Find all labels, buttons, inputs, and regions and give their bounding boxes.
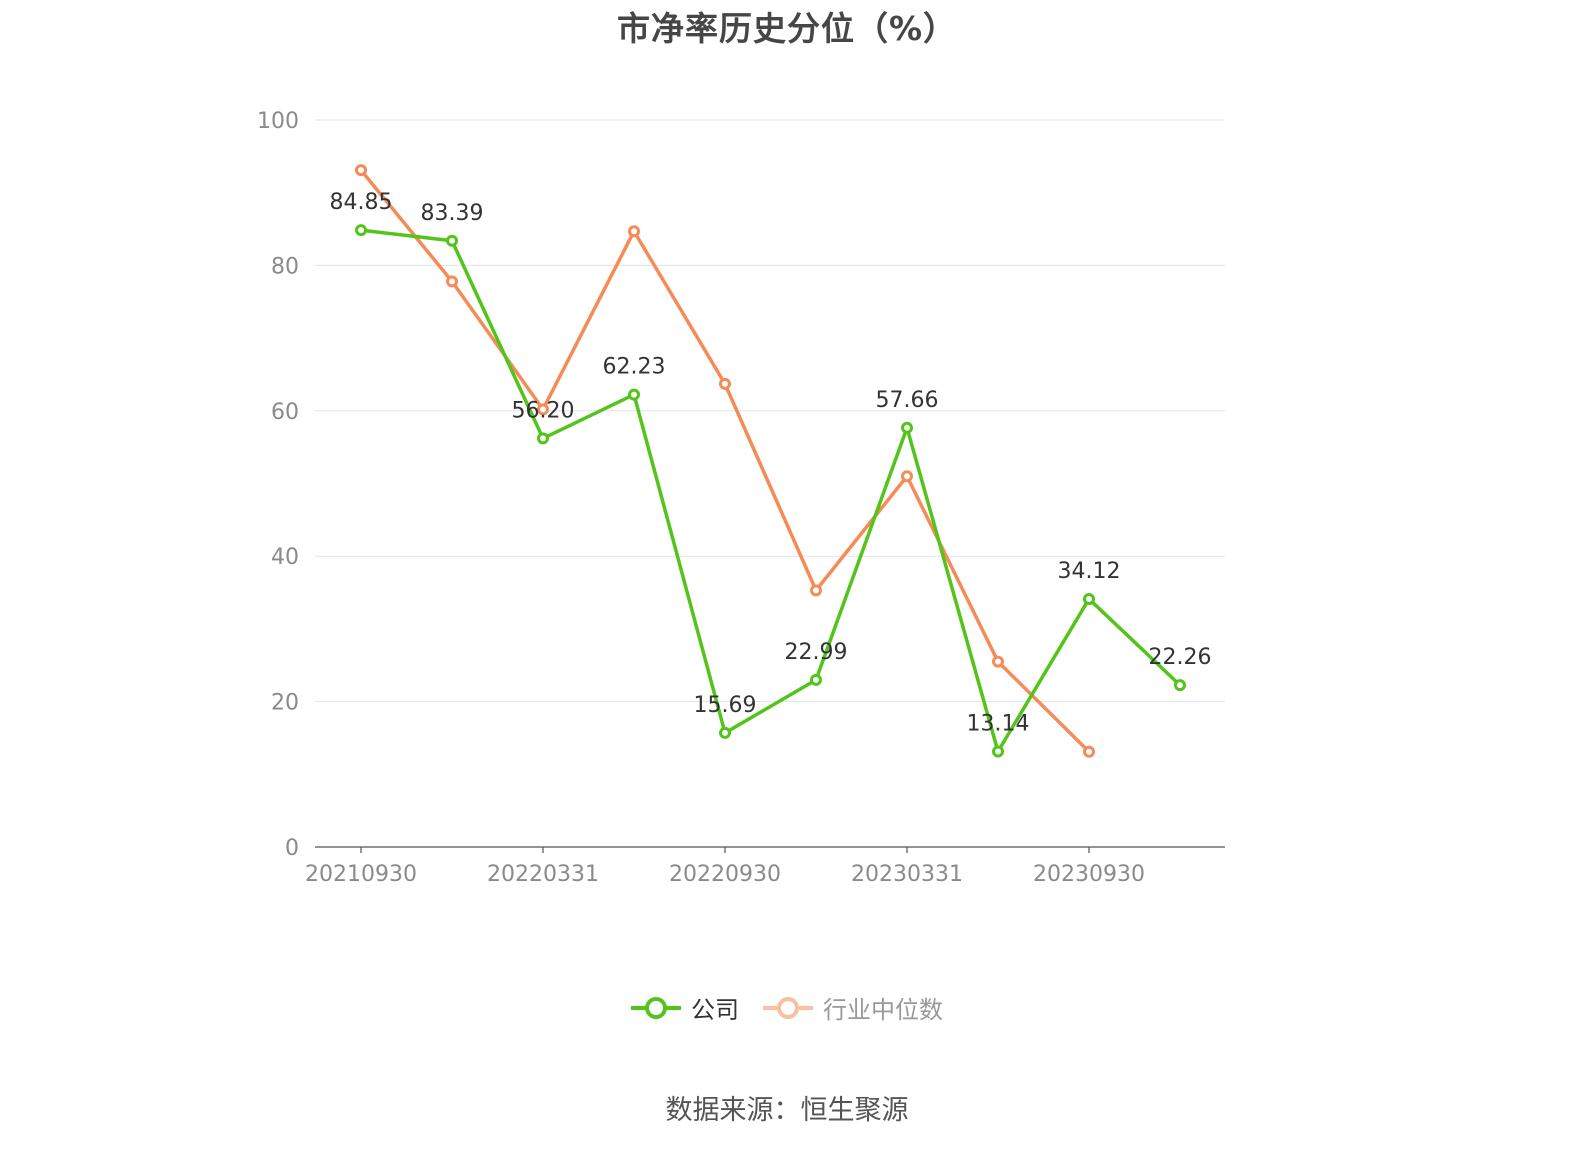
legend-item-company[interactable]: 公司	[631, 990, 739, 1025]
y-tick-label: 100	[257, 109, 299, 134]
legend-industry-icon	[763, 996, 813, 1019]
x-tick-label: 20210930	[305, 862, 417, 887]
data-label: 34.12	[1058, 559, 1121, 584]
data-label: 57.66	[876, 388, 939, 413]
axis-layer: 0 20 40 60 80 100 20210930 20220331 20220930 2023…	[257, 109, 1225, 887]
legend-item-industry[interactable]: 行业中位数	[763, 990, 943, 1025]
x-tick-label: 20230930	[1033, 862, 1145, 887]
series-layer	[355, 164, 1186, 758]
data-point-company[interactable]	[628, 388, 640, 401]
label-layer: 84.85 83.39 56.20 62.23 15.69 22.99 57.66 13.14…	[330, 190, 1212, 736]
data-point-industry[interactable]	[537, 403, 549, 416]
chart-title: 市净率历史分位（%）	[616, 9, 958, 48]
data-point-company[interactable]	[1083, 592, 1095, 605]
data-point-industry[interactable]	[719, 377, 731, 390]
data-point-industry[interactable]	[901, 470, 913, 483]
data-point-company[interactable]	[1174, 679, 1186, 692]
data-label: 13.14	[967, 711, 1030, 736]
data-point-industry[interactable]	[992, 655, 1004, 668]
data-point-industry[interactable]	[446, 275, 458, 288]
series-line-company	[360, 228, 1182, 754]
legend-industry-label: 行业中位数	[823, 996, 943, 1024]
y-tick-label: 0	[285, 836, 299, 861]
series-line-industry	[359, 169, 1091, 754]
data-point-company[interactable]	[810, 673, 822, 686]
data-point-company[interactable]	[537, 432, 549, 445]
y-tick-label: 20	[271, 691, 299, 716]
data-label: 56.20	[512, 398, 575, 423]
data-point-company[interactable]	[355, 224, 367, 237]
data-point-industry[interactable]	[628, 225, 640, 238]
data-label: 84.85	[330, 190, 393, 215]
legend-company-label: 公司	[691, 996, 739, 1024]
grid-layer	[315, 119, 1225, 703]
data-point-company[interactable]	[901, 421, 913, 434]
data-label: 83.39	[421, 201, 484, 226]
data-label: 15.69	[694, 693, 757, 718]
data-point-company[interactable]	[719, 726, 731, 739]
x-tick-label: 20220331	[487, 862, 599, 887]
y-tick-label: 60	[271, 400, 299, 425]
y-tick-label: 80	[271, 254, 299, 279]
data-point-company[interactable]	[992, 745, 1004, 758]
legend-company-icon	[631, 996, 681, 1019]
x-tick-label: 20220930	[669, 862, 781, 887]
legend: 公司 行业中位数	[0, 990, 1574, 1025]
data-point-company[interactable]	[446, 234, 458, 247]
source-note: 数据来源：恒生聚源	[665, 1095, 909, 1126]
data-point-industry[interactable]	[355, 164, 367, 177]
x-tick-label: 20230331	[851, 862, 963, 887]
data-label: 22.26	[1149, 645, 1212, 670]
data-point-industry[interactable]	[810, 584, 822, 597]
y-tick-label: 40	[271, 545, 299, 570]
data-label: 62.23	[603, 355, 666, 380]
data-label: 22.99	[785, 640, 848, 665]
data-point-industry[interactable]	[1083, 745, 1095, 758]
